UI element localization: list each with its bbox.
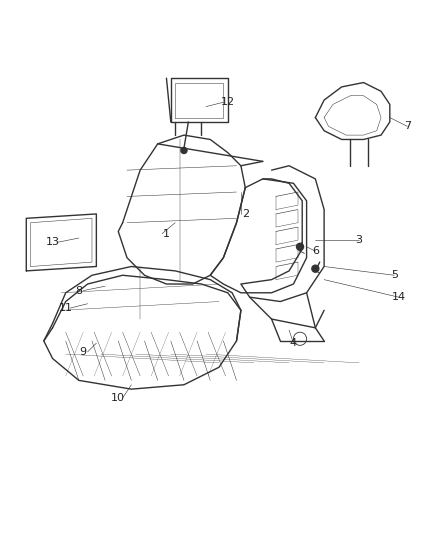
Text: 10: 10 [111,393,125,403]
Text: 2: 2 [242,209,249,219]
Text: 6: 6 [312,246,319,256]
Circle shape [297,243,304,251]
Text: 13: 13 [46,237,60,247]
Text: 5: 5 [391,270,398,280]
Text: 7: 7 [404,122,411,131]
Circle shape [312,265,319,272]
Text: 14: 14 [392,292,406,302]
Text: 11: 11 [59,303,73,313]
Text: 4: 4 [290,338,297,348]
Circle shape [181,147,187,154]
Text: 9: 9 [80,347,87,357]
Text: 12: 12 [221,97,235,107]
Text: 1: 1 [163,229,170,239]
Text: 3: 3 [356,235,363,245]
Text: 8: 8 [75,286,82,296]
